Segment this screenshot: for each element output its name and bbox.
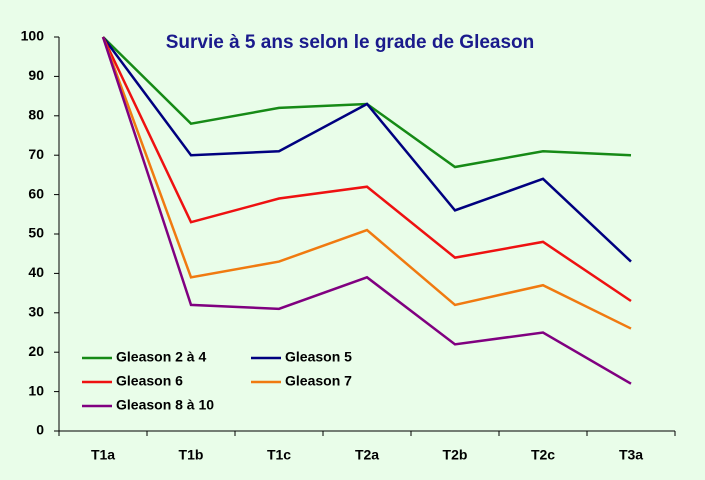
legend-label: Gleason 2 à 4 xyxy=(116,349,206,365)
y-tick-label: 40 xyxy=(28,264,44,280)
x-tick-label: T2c xyxy=(531,447,555,463)
y-tick-label: 70 xyxy=(28,146,44,162)
legend-label: Gleason 6 xyxy=(116,373,183,389)
x-tick-label: T2a xyxy=(355,447,379,463)
series-line xyxy=(101,36,632,330)
y-tick-label: 50 xyxy=(28,225,44,241)
x-tick-label: T1c xyxy=(267,447,291,463)
y-tick-label: 20 xyxy=(28,343,44,359)
series-line xyxy=(101,36,632,385)
series-line xyxy=(101,36,632,303)
y-tick-label: 0 xyxy=(36,422,44,438)
y-tick-label: 100 xyxy=(21,28,45,44)
x-tick-label: T2b xyxy=(443,447,468,463)
y-tick-label: 80 xyxy=(28,107,44,123)
y-tick-label: 60 xyxy=(28,185,44,201)
legend-label: Gleason 7 xyxy=(285,373,352,389)
x-tick-label: T1a xyxy=(91,447,115,463)
legend-label: Gleason 5 xyxy=(285,349,352,365)
y-tick-label: 90 xyxy=(28,67,44,83)
x-tick-label: T1b xyxy=(179,447,204,463)
y-tick-label: 10 xyxy=(28,382,44,398)
legend-label: Gleason 8 à 10 xyxy=(116,397,214,413)
x-tick-label: T3a xyxy=(619,447,643,463)
y-tick-label: 30 xyxy=(28,304,44,320)
series-line xyxy=(101,36,632,263)
chart-title: Survie à 5 ans selon le grade de Gleason xyxy=(166,32,535,53)
